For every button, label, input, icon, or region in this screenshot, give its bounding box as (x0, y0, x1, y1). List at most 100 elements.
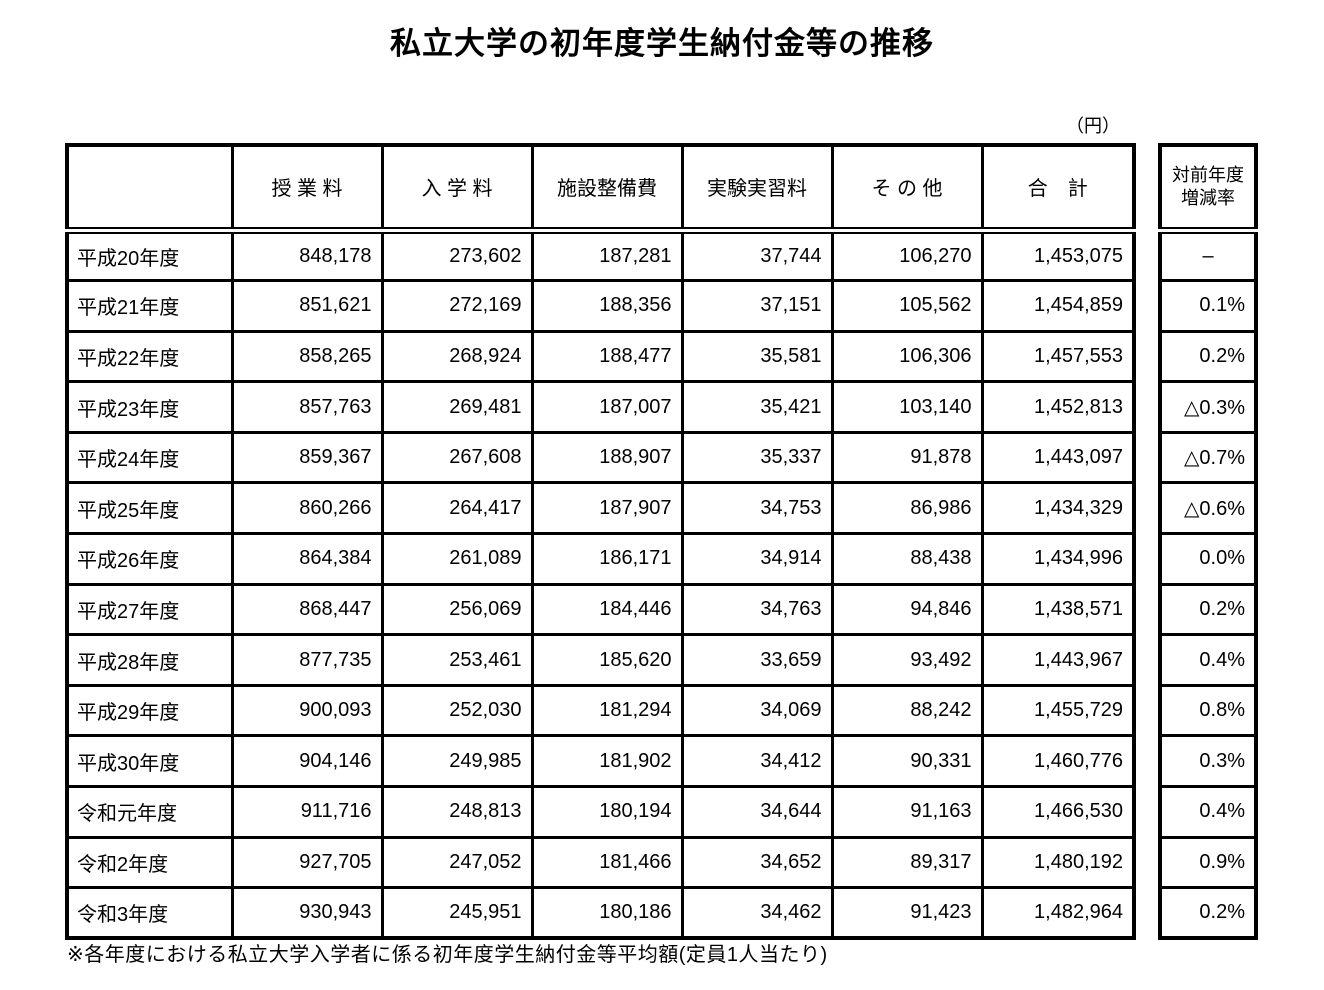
value-cell: 864,384 (230, 532, 384, 586)
value-cell: 34,644 (680, 785, 834, 839)
value-cell: 91,878 (830, 430, 984, 485)
value-cell: 37,151 (680, 279, 834, 333)
value-cell: 249,985 (380, 734, 534, 789)
value-cell: 91,423 (830, 886, 984, 940)
table-row: 平成26年度 864,384 261,089 186,171 34,914 88,438 1… (65, 532, 1136, 586)
table-row: 平成30年度 904,146 249,985 181,902 34,412 90,331 1… (65, 734, 1136, 789)
page-title: 私立大学の初年度学生納付金等の推移 (390, 26, 934, 61)
value-cell: 187,907 (530, 481, 684, 536)
year-cell: 平成29年度 (65, 683, 234, 738)
rate-cell: 0.0% (1158, 532, 1258, 586)
year-column-header (65, 143, 234, 234)
value-cell: 1,438,571 (980, 582, 1136, 637)
table-row: 令和2年度 927,705 247,052 181,466 34,652 89,317 1,… (65, 835, 1136, 890)
table-row: 令和元年度 911,716 248,813 180,194 34,644 91,163 1,… (65, 785, 1136, 839)
table-row: 平成27年度 868,447 256,069 184,446 34,763 94,846 1… (65, 582, 1136, 637)
rate-cell: 0.2% (1158, 582, 1258, 637)
rate-cell: 0.4% (1158, 633, 1258, 687)
value-cell: 927,705 (230, 835, 384, 890)
value-cell: 94,846 (830, 582, 984, 637)
column-header: 入 学 料 (380, 143, 534, 234)
year-cell: 平成22年度 (65, 329, 234, 384)
value-cell: 34,763 (680, 582, 834, 637)
value-cell: 256,069 (380, 582, 534, 637)
rate-header-line1: 対前年度 (1172, 165, 1244, 186)
rate-row: – (1158, 228, 1258, 283)
year-cell: 平成30年度 (65, 734, 234, 789)
value-cell: 273,602 (380, 228, 534, 283)
value-cell: 857,763 (230, 380, 384, 434)
year-cell: 令和2年度 (65, 835, 234, 890)
value-cell: 93,492 (830, 633, 984, 687)
rate-cell: △0.3% (1158, 380, 1258, 434)
value-cell: 252,030 (380, 683, 534, 738)
value-cell: 34,753 (680, 481, 834, 536)
tables-area: 授 業 料入 学 料施設整備費 実験実習料そ の 他合 計 平成20年度 848,1… (65, 143, 1258, 941)
value-cell: 1,457,553 (980, 329, 1136, 384)
value-cell: 187,281 (530, 228, 684, 283)
value-cell: 858,265 (230, 329, 384, 384)
value-cell: 267,608 (380, 430, 534, 485)
value-cell: 34,462 (680, 886, 834, 940)
column-header: 施設整備費 (530, 143, 684, 234)
rate-table-header-row: 対前年度 増減率 (1158, 143, 1258, 234)
value-cell: 184,446 (530, 582, 684, 637)
column-header: 合 計 (980, 143, 1136, 234)
value-cell: 105,562 (830, 279, 984, 333)
rate-row: 0.2% (1158, 582, 1258, 637)
table-row: 平成22年度 858,265 268,924 188,477 35,581 106,306… (65, 329, 1136, 384)
rate-row: 0.0% (1158, 532, 1258, 586)
rate-header-line2: 増減率 (1181, 187, 1235, 208)
value-cell: 1,434,996 (980, 532, 1136, 586)
value-cell: 188,356 (530, 279, 684, 333)
year-cell: 平成20年度 (65, 228, 234, 283)
rate-row: 0.4% (1158, 633, 1258, 687)
value-cell: 35,421 (680, 380, 834, 434)
value-cell: 34,412 (680, 734, 834, 789)
value-cell: 181,466 (530, 835, 684, 890)
value-cell: 188,907 (530, 430, 684, 485)
table-row: 平成20年度 848,178 273,602 187,281 37,744 106,270… (65, 228, 1136, 283)
fees-table-header-row: 授 業 料入 学 料施設整備費 実験実習料そ の 他合 計 (65, 143, 1136, 234)
rate-row: △0.3% (1158, 380, 1258, 434)
rate-cell: 0.8% (1158, 683, 1258, 738)
rate-row: 0.9% (1158, 835, 1258, 890)
rate-row: 0.3% (1158, 734, 1258, 789)
value-cell: 859,367 (230, 430, 384, 485)
value-cell: 88,242 (830, 683, 984, 738)
value-cell: 185,620 (530, 633, 684, 687)
year-cell: 平成25年度 (65, 481, 234, 536)
value-cell: 264,417 (380, 481, 534, 536)
value-cell: 86,986 (830, 481, 984, 536)
column-header: そ の 他 (830, 143, 984, 234)
value-cell: 90,331 (830, 734, 984, 789)
value-cell: 1,466,530 (980, 785, 1136, 839)
footnote: ※各年度における私立大学入学者に係る初年度学生納付金等平均額(定員1人当たり) (67, 944, 828, 966)
value-cell: 269,481 (380, 380, 534, 434)
value-cell: 180,194 (530, 785, 684, 839)
value-cell: 848,178 (230, 228, 384, 283)
value-cell: 900,093 (230, 683, 384, 738)
value-cell: 911,716 (230, 785, 384, 839)
value-cell: 245,951 (380, 886, 534, 940)
table-row: 平成24年度 859,367 267,608 188,907 35,337 91,878 1… (65, 430, 1136, 485)
value-cell: 103,140 (830, 380, 984, 434)
rate-column-header: 対前年度 増減率 (1158, 143, 1258, 234)
value-cell: 186,171 (530, 532, 684, 586)
rate-row: 0.2% (1158, 329, 1258, 384)
value-cell: 851,621 (230, 279, 384, 333)
unit-label: （円） (1066, 116, 1120, 136)
table-row: 平成21年度 851,621 272,169 188,356 37,151 105,562… (65, 279, 1136, 333)
rate-cell: – (1158, 228, 1258, 283)
column-header: 実験実習料 (680, 143, 834, 234)
year-cell: 平成28年度 (65, 633, 234, 687)
table-row: 令和3年度 930,943 245,951 180,186 34,462 91,423 1,… (65, 886, 1136, 940)
value-cell: 877,735 (230, 633, 384, 687)
year-cell: 平成26年度 (65, 532, 234, 586)
year-cell: 令和3年度 (65, 886, 234, 940)
value-cell: 187,007 (530, 380, 684, 434)
year-cell: 令和元年度 (65, 785, 234, 839)
value-cell: 106,270 (830, 228, 984, 283)
column-header: 授 業 料 (230, 143, 384, 234)
